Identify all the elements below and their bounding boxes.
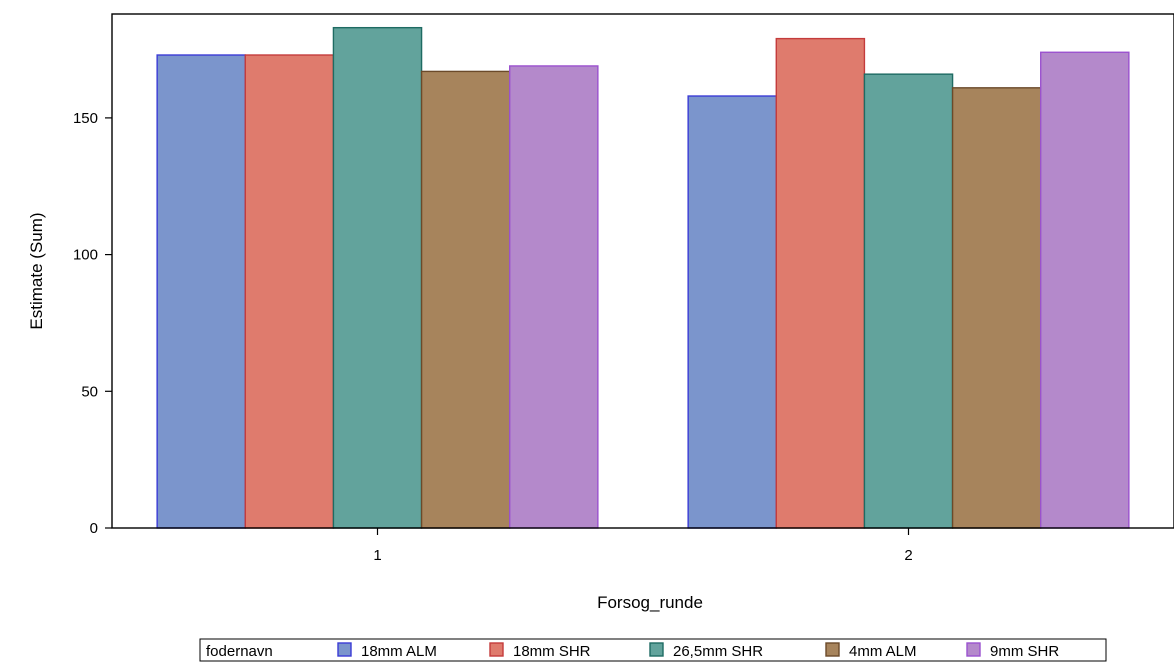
x-tick-label: 1 — [373, 547, 381, 564]
bars — [156, 26, 1130, 529]
legend-label: 26,5mm SHR — [673, 643, 763, 660]
bar — [509, 65, 599, 529]
bar — [332, 26, 423, 529]
bar — [775, 37, 866, 529]
bar — [687, 95, 777, 529]
y-axis-title: Estimate (Sum) — [27, 212, 46, 329]
y-axis: 0 50 100 150 — [73, 110, 112, 537]
legend-title: fodernavn — [206, 643, 273, 660]
legend-swatch — [966, 642, 981, 657]
legend-swatch — [825, 642, 840, 657]
legend-swatch — [649, 642, 664, 657]
legend-label: 18mm ALM — [361, 643, 437, 660]
y-tick-label: 50 — [81, 383, 98, 400]
legend-swatch — [337, 642, 352, 657]
y-tick-label: 100 — [73, 247, 98, 264]
legend-label: 4mm ALM — [849, 643, 917, 660]
y-tick-label: 150 — [73, 110, 98, 127]
x-tick-label: 2 — [904, 547, 912, 564]
legend-swatch — [489, 642, 504, 657]
y-tick-label: 0 — [90, 520, 98, 537]
bar — [951, 87, 1042, 529]
legend-label: 9mm SHR — [990, 643, 1059, 660]
bar — [420, 70, 511, 529]
bar — [1040, 51, 1130, 529]
bar — [156, 54, 246, 529]
x-axis-title: Forsog_runde — [597, 593, 703, 612]
legend-label: 18mm SHR — [513, 643, 591, 660]
legend: fodernavn 18mm ALM 18mm SHR 26,5mm SHR 4mm … — [199, 638, 1107, 662]
bar — [244, 54, 335, 529]
plot-frame — [111, 13, 1174, 529]
bar — [863, 73, 954, 529]
